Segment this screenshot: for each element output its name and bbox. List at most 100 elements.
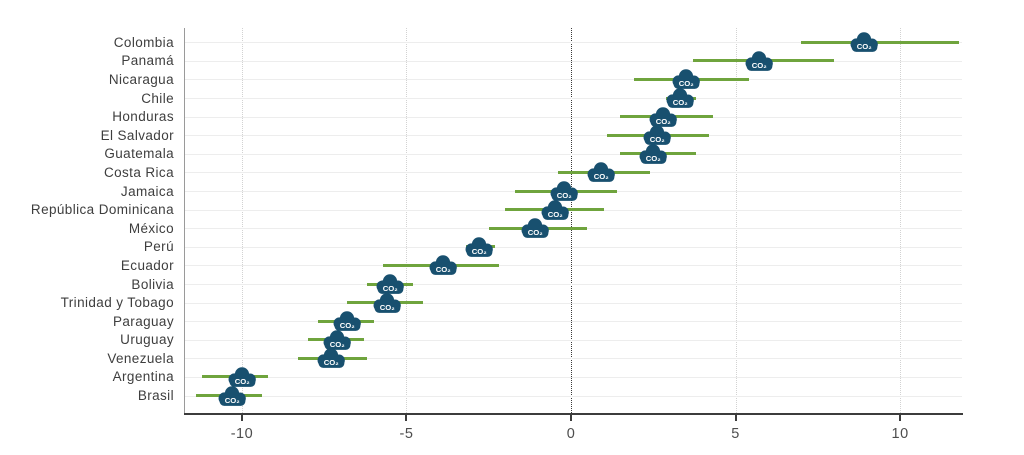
chart-row: CO₂	[185, 51, 962, 71]
co2-cloud-marker: CO₂	[541, 199, 569, 220]
chart-row: CO₂	[185, 311, 962, 332]
h-gridline	[185, 339, 962, 341]
co2-marker-text: CO₂	[857, 43, 873, 52]
h-gridline	[185, 98, 962, 100]
chart-row: CO₂	[185, 144, 962, 164]
country-label: Argentina	[112, 369, 174, 385]
h-gridline	[185, 321, 962, 323]
y-axis-line	[184, 28, 185, 413]
country-label: Costa Rica	[103, 164, 174, 180]
country-label: El Salvador	[100, 127, 174, 143]
chart-row: CO₂	[185, 125, 962, 146]
chart-row: CO₂	[185, 274, 962, 294]
co2-cloud-marker: CO₂	[550, 181, 579, 201]
v-gridline	[900, 28, 902, 413]
chart-row: CO₂	[185, 32, 962, 53]
h-gridline	[185, 246, 962, 248]
x-tick-label: -5	[399, 426, 414, 442]
country-label: Guatemala	[104, 146, 174, 162]
country-label: Brasil	[137, 388, 174, 404]
country-label: Ecuador	[120, 257, 174, 273]
h-gridline	[185, 42, 962, 44]
co2-marker-text: CO₂	[547, 210, 563, 219]
co2-cloud-marker: CO₂	[649, 106, 678, 127]
co2-marker-text: CO₂	[593, 173, 609, 182]
chart-row: CO₂	[185, 181, 962, 201]
co2-marker-text: CO₂	[225, 396, 241, 405]
h-gridline	[185, 302, 962, 304]
plot-area: CO₂ CO₂ CO₂ CO₂ CO₂ CO₂ CO₂ CO₂ CO₂ CO₂ CO₂ CO₂ CO₂ C…	[185, 28, 962, 413]
h-gridline	[185, 153, 962, 155]
country-label: Chile	[141, 90, 174, 106]
x-tick-mark	[899, 413, 902, 421]
co2-marker-text: CO₂	[435, 266, 451, 275]
co2-marker-text: CO₂	[235, 377, 251, 386]
x-tick-mark	[734, 413, 737, 421]
h-gridline	[185, 358, 962, 360]
h-gridline	[185, 135, 962, 137]
y-axis-labels: Colombia Panamá Nicaragua Chile Honduras El S…	[0, 28, 174, 413]
chart-row: CO₂	[185, 348, 962, 369]
co2-marker-text: CO₂	[323, 359, 339, 368]
co2-cloud-marker: CO₂	[745, 51, 773, 71]
co2-cloud-marker: CO₂	[850, 32, 878, 53]
country-label: Honduras	[112, 109, 174, 125]
country-label: Uruguay	[120, 332, 174, 348]
x-tick-label: 5	[731, 426, 740, 442]
x-axis-line	[184, 413, 963, 415]
co2-cloud-marker: CO₂	[666, 88, 694, 108]
co2-marker-text: CO₂	[528, 228, 544, 237]
country-label: Trinidad y Tobago	[60, 295, 174, 311]
chart-row: CO₂	[185, 292, 962, 313]
co2-cloud-marker: CO₂	[465, 237, 493, 257]
country-label: Jamaica	[120, 183, 174, 199]
chart-row: CO₂	[185, 106, 962, 127]
co2-cloud-marker: CO₂	[429, 255, 457, 276]
co2-marker-text: CO₂	[649, 136, 665, 145]
country-label: Colombia	[113, 34, 174, 50]
h-gridline	[185, 395, 962, 397]
chart-row: CO₂	[185, 218, 962, 239]
h-gridline	[185, 116, 962, 118]
co2-cloud-marker: CO₂	[333, 311, 362, 332]
chart-row: CO₂	[185, 162, 962, 183]
co2-marker-text: CO₂	[656, 117, 672, 126]
x-tick-label: 0	[566, 426, 576, 442]
co2-cloud-marker: CO₂	[587, 162, 615, 183]
country-label: República Dominicana	[30, 202, 174, 218]
co2-marker-text: CO₂	[646, 154, 662, 163]
h-gridline	[185, 265, 962, 267]
country-label: Panamá	[121, 53, 174, 69]
h-gridline	[185, 284, 962, 286]
x-tick-mark	[240, 413, 243, 421]
country-label: Paraguay	[113, 313, 174, 329]
chart-row: CO₂	[185, 367, 962, 387]
co2-marker-text: CO₂	[340, 321, 356, 330]
co2-cloud-marker: CO₂	[643, 125, 671, 146]
co2-cloud-marker: CO₂	[317, 348, 345, 369]
chart-row: CO₂	[185, 385, 962, 406]
co2-cloud-marker: CO₂	[672, 69, 701, 90]
country-label: Nicaragua	[108, 71, 174, 87]
chart-row: CO₂	[185, 330, 962, 350]
co2-cloud-marker: CO₂	[228, 367, 256, 387]
chart-row: CO₂	[185, 69, 962, 90]
co2-marker-text: CO₂	[557, 191, 573, 200]
chart-row: CO₂	[185, 88, 962, 108]
chart-row: CO₂	[185, 255, 962, 276]
country-label: México	[128, 220, 174, 236]
co2-cloud-marker: CO₂	[373, 292, 401, 313]
co2-marker-text: CO₂	[383, 284, 399, 293]
chart-rows: CO₂ CO₂ CO₂ CO₂ CO₂ CO₂ CO₂ CO₂ CO₂ CO₂ CO₂ CO₂ CO₂ C…	[185, 28, 962, 413]
h-gridline	[185, 60, 962, 62]
chart-row: CO₂	[185, 237, 962, 257]
v-gridline	[241, 28, 243, 413]
co2-cloud-marker: CO₂	[218, 385, 246, 406]
chart-row: CO₂	[185, 199, 962, 220]
co2-marker-text: CO₂	[672, 98, 688, 107]
h-gridline	[185, 376, 962, 378]
co2-marker-text: CO₂	[679, 80, 695, 89]
country-label: Bolivia	[131, 276, 174, 292]
v-gridline	[406, 28, 408, 413]
